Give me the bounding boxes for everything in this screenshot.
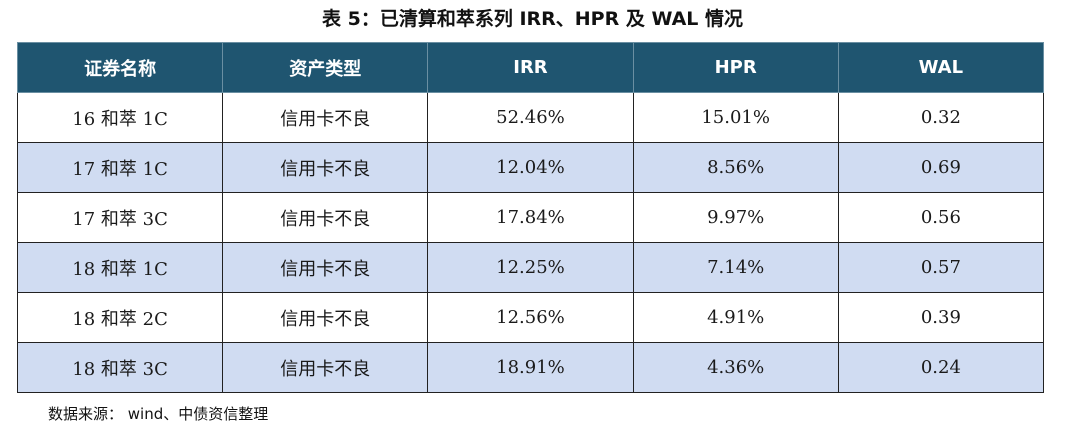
- data-table: 证券名称 资产类型 IRR HPR WAL 16 和萃 1C 信用卡不良 52.…: [16, 42, 1045, 393]
- cell-security-name: 17 和萃 3C: [16, 192, 224, 243]
- cell-security-name: 18 和萃 2C: [16, 292, 224, 343]
- table-header-row: 证券名称 资产类型 IRR HPR WAL: [16, 42, 1045, 93]
- header-security-name: 证券名称: [16, 42, 224, 93]
- cell-hpr: 8.56%: [632, 142, 839, 193]
- source-note: 数据来源： wind、中债资信整理: [48, 405, 269, 423]
- cell-irr: 17.84%: [427, 192, 634, 243]
- cell-irr: 12.56%: [427, 292, 634, 343]
- cell-hpr: 7.14%: [632, 242, 839, 293]
- cell-asset-type: 信用卡不良: [222, 242, 429, 293]
- table-title: 表 5：已清算和萃系列 IRR、HPR 及 WAL 情况: [322, 8, 743, 30]
- cell-security-name: 18 和萃 3C: [16, 342, 224, 393]
- cell-asset-type: 信用卡不良: [222, 192, 429, 243]
- cell-irr: 12.25%: [427, 242, 634, 293]
- cell-asset-type: 信用卡不良: [222, 342, 429, 393]
- cell-wal: 0.39: [837, 292, 1045, 343]
- cell-hpr: 15.01%: [632, 92, 839, 143]
- header-asset-type: 资产类型: [222, 42, 429, 93]
- cell-irr: 52.46%: [427, 92, 634, 143]
- cell-hpr: 4.36%: [632, 342, 839, 393]
- table-row: 18 和萃 1C 信用卡不良 12.25% 7.14% 0.57: [16, 242, 1045, 293]
- cell-wal: 0.24: [837, 342, 1045, 393]
- table-row: 17 和萃 3C 信用卡不良 17.84% 9.97% 0.56: [16, 192, 1045, 243]
- cell-security-name: 17 和萃 1C: [16, 142, 224, 193]
- table-row: 17 和萃 1C 信用卡不良 12.04% 8.56% 0.69: [16, 142, 1045, 193]
- header-irr: IRR: [427, 42, 634, 93]
- cell-asset-type: 信用卡不良: [222, 92, 429, 143]
- header-wal: WAL: [837, 42, 1045, 93]
- cell-wal: 0.69: [837, 142, 1045, 193]
- cell-hpr: 4.91%: [632, 292, 839, 343]
- table-row: 18 和萃 3C 信用卡不良 18.91% 4.36% 0.24: [16, 342, 1045, 393]
- cell-asset-type: 信用卡不良: [222, 292, 429, 343]
- table-row: 18 和萃 2C 信用卡不良 12.56% 4.91% 0.39: [16, 292, 1045, 343]
- cell-wal: 0.57: [837, 242, 1045, 293]
- table-row: 16 和萃 1C 信用卡不良 52.46% 15.01% 0.32: [16, 92, 1045, 143]
- cell-security-name: 16 和萃 1C: [16, 92, 224, 143]
- cell-security-name: 18 和萃 1C: [16, 242, 224, 293]
- cell-wal: 0.32: [837, 92, 1045, 143]
- cell-wal: 0.56: [837, 192, 1045, 243]
- header-hpr: HPR: [632, 42, 839, 93]
- cell-irr: 18.91%: [427, 342, 634, 393]
- cell-hpr: 9.97%: [632, 192, 839, 243]
- cell-asset-type: 信用卡不良: [222, 142, 429, 193]
- cell-irr: 12.04%: [427, 142, 634, 193]
